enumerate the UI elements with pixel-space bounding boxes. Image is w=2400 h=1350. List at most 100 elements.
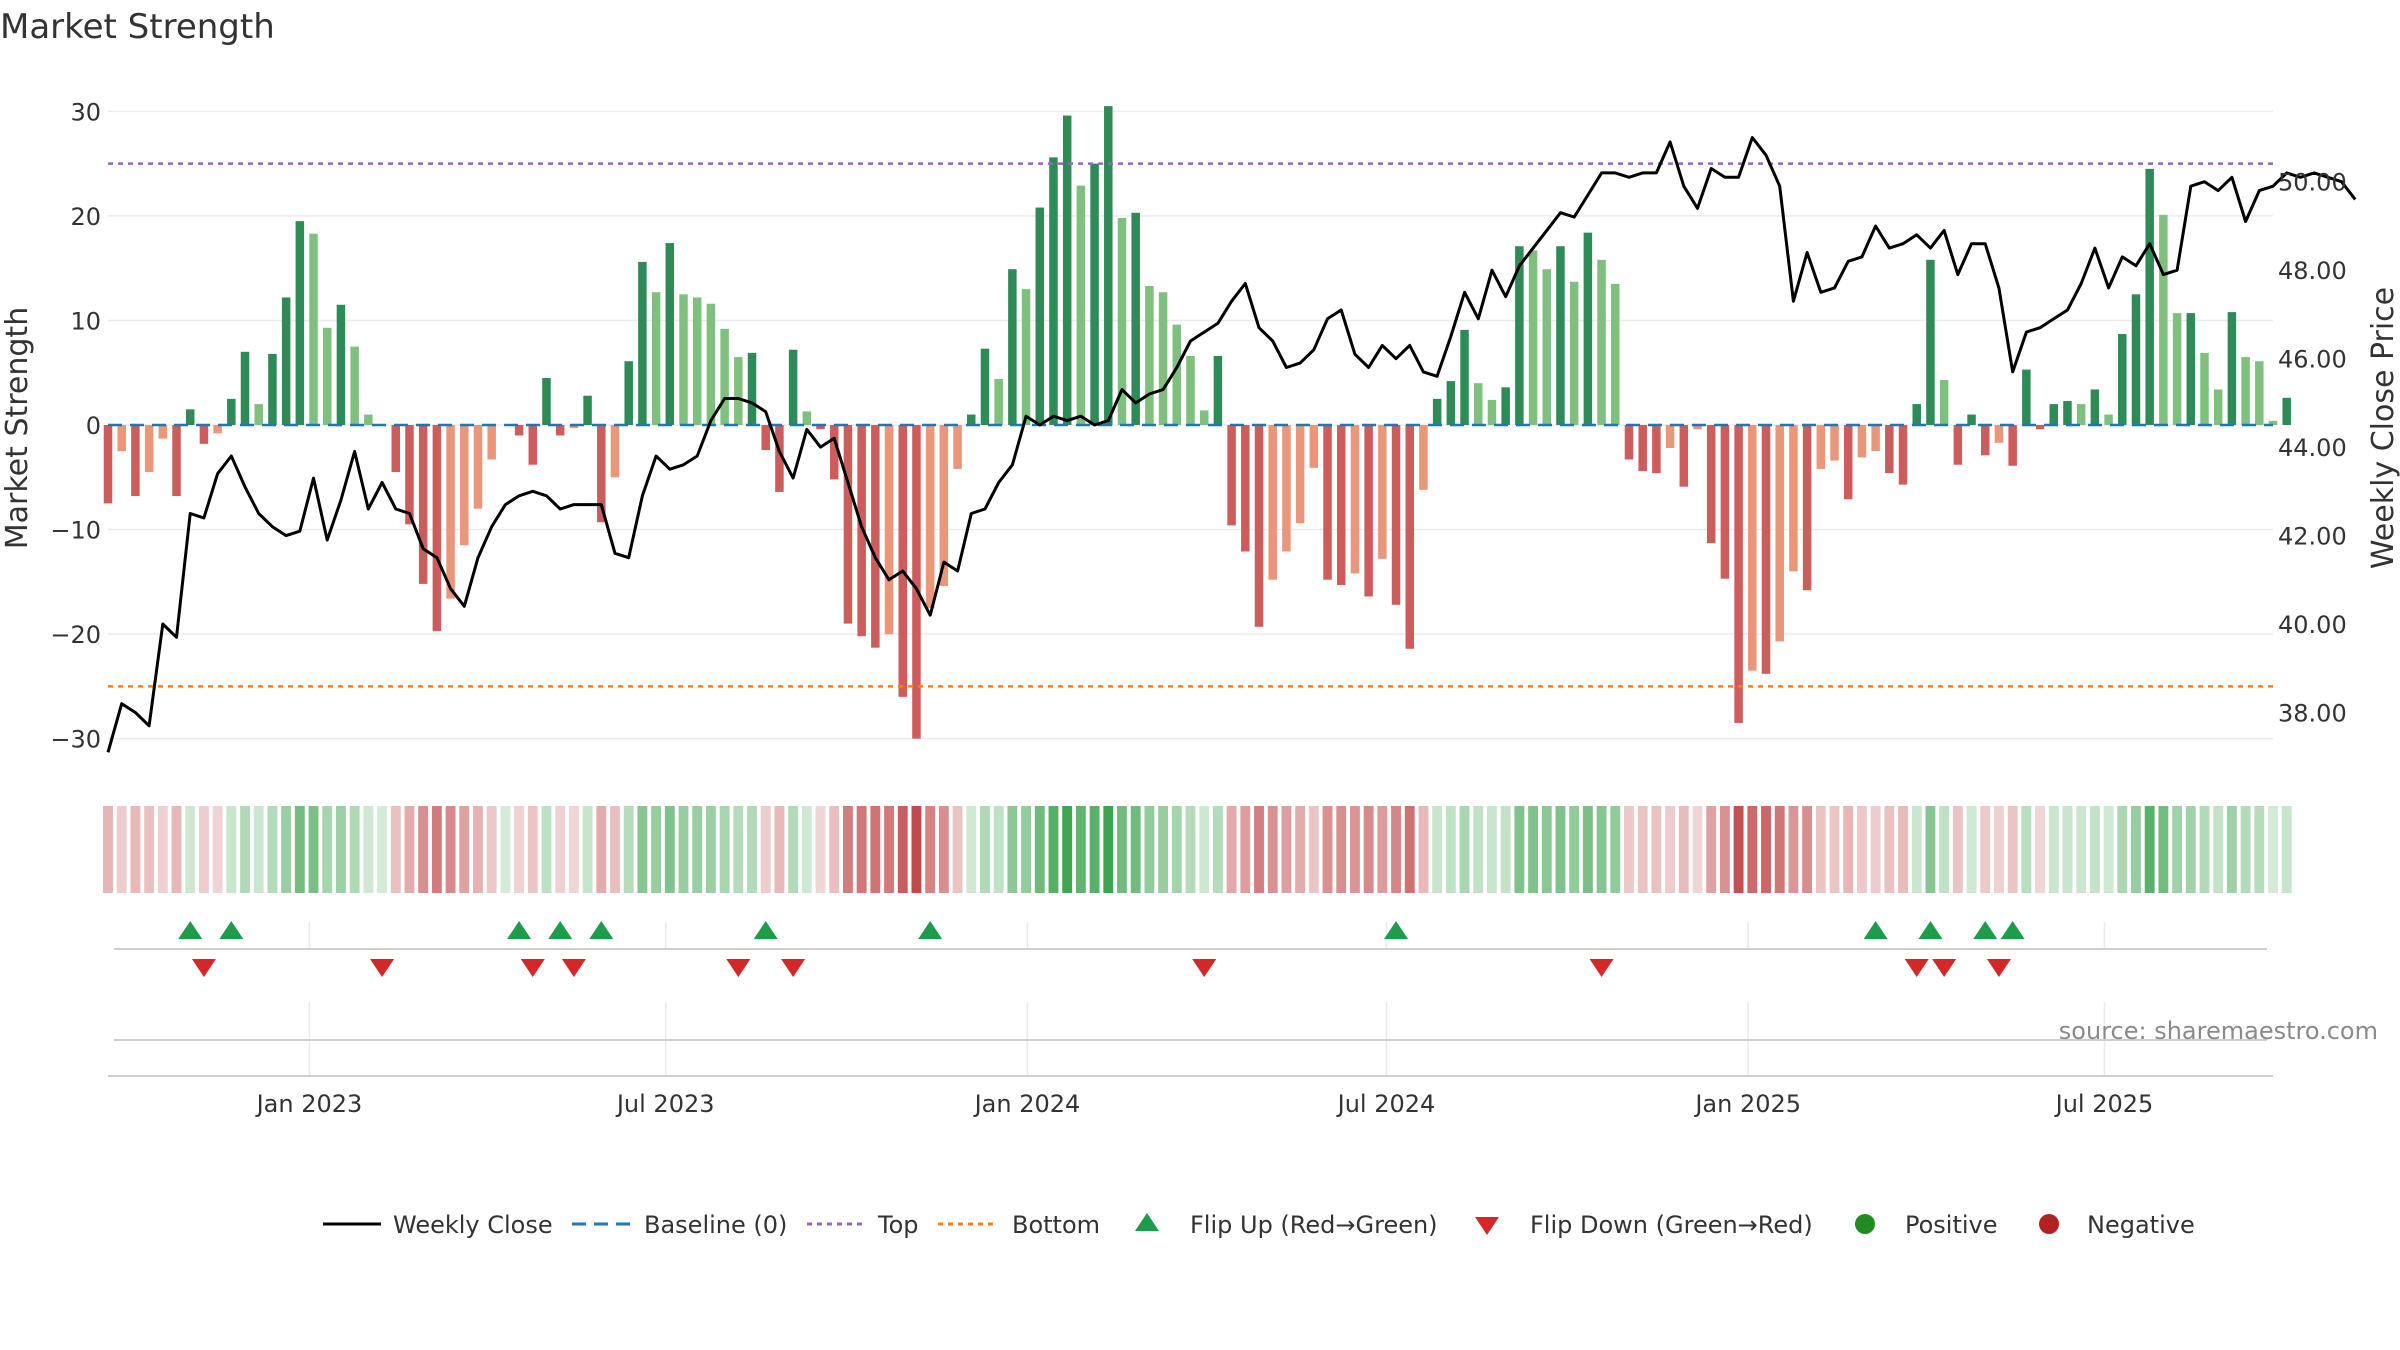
heat-cell <box>582 806 593 893</box>
heat-cell <box>774 806 785 893</box>
strength-bar <box>597 425 606 523</box>
strength-bar <box>2104 414 2113 425</box>
legend-swatch <box>2039 1214 2059 1234</box>
heat-cell <box>1541 806 1552 893</box>
heat-cell <box>1815 806 1826 893</box>
strength-bar <box>1008 269 1017 425</box>
heat-cell <box>185 806 196 893</box>
strength-bar <box>227 398 236 425</box>
flip-down-marker <box>726 959 751 977</box>
strength-bar <box>583 395 592 425</box>
heat-cell <box>2062 806 2073 893</box>
strength-bar <box>2268 420 2278 425</box>
heat-cell <box>664 806 675 893</box>
heat-cell <box>281 806 292 893</box>
heat-cell <box>815 806 826 893</box>
heat-cell <box>678 806 689 893</box>
strength-bar <box>1131 212 1140 425</box>
heat-cell <box>1363 806 1374 893</box>
strength-bar <box>1611 283 1620 425</box>
strength-bar <box>1021 289 1031 425</box>
heat-cell <box>952 806 963 893</box>
strength-bar <box>1734 425 1743 723</box>
strength-bar <box>1282 425 1291 552</box>
strength-bar <box>1706 425 1716 544</box>
heat-cell <box>527 806 538 893</box>
heat-cell <box>308 806 319 893</box>
strength-bar <box>843 425 853 624</box>
strength-bar <box>610 425 620 478</box>
flip-down-marker <box>520 959 545 977</box>
strength-bar <box>1227 425 1236 526</box>
heat-cell <box>1514 806 1525 893</box>
heat-cell <box>1487 806 1497 893</box>
strength-bar <box>103 425 113 504</box>
x-tick-label: Jul 2024 <box>1336 1090 1436 1118</box>
strength-bar <box>692 297 702 425</box>
heat-cell <box>2158 806 2169 893</box>
strength-bar <box>1432 398 1442 425</box>
strength-bar <box>460 425 469 546</box>
x-tick-label: Jan 2024 <box>973 1090 1081 1118</box>
heat-cell <box>610 806 620 893</box>
flip-markers-panel <box>114 921 2267 977</box>
heat-cell <box>226 806 237 893</box>
legend: Weekly Close Baseline (0) Top Bottom Flip Up… <box>323 1211 2195 1239</box>
strength-bar <box>1569 281 1579 425</box>
heat-cell <box>1596 806 1607 893</box>
heat-cell <box>966 806 977 893</box>
flip-up-marker <box>589 921 614 939</box>
y-tick-label: 10 <box>70 307 101 335</box>
heat-cell <box>1528 806 1538 893</box>
heat-cell <box>130 806 141 893</box>
heat-cell <box>1404 806 1415 893</box>
heat-cell <box>2131 806 2141 893</box>
heat-cell <box>993 806 1004 893</box>
strength-bar <box>1117 218 1127 425</box>
heat-cell <box>938 806 949 893</box>
strength-bar <box>2145 168 2154 425</box>
heat-cell <box>1391 806 1401 893</box>
strength-bar <box>350 346 359 425</box>
strength-bar <box>898 425 907 697</box>
heat-cell <box>1610 806 1621 893</box>
strength-bar <box>542 377 551 425</box>
heat-cell <box>144 806 155 893</box>
heat-cell <box>103 806 113 893</box>
heat-cell <box>322 806 333 893</box>
heat-cell <box>541 806 552 893</box>
strength-bar <box>1898 425 1908 485</box>
heat-cell <box>1911 806 1922 893</box>
heat-cell <box>1788 806 1799 893</box>
flip-up-marker <box>548 921 573 939</box>
legend-label: Flip Up (Red→Green) <box>1190 1211 1438 1239</box>
strength-bar <box>1035 207 1045 425</box>
strength-bar <box>199 425 209 444</box>
heat-cell <box>2035 806 2045 893</box>
heat-cell <box>1336 806 1347 893</box>
heat-cell <box>1418 806 1429 893</box>
flip-up-marker <box>753 921 778 939</box>
heat-cell <box>2281 806 2292 893</box>
strength-bar <box>1076 185 1086 425</box>
x-tick-label: Jul 2023 <box>615 1090 715 1118</box>
strength-bar <box>144 425 154 473</box>
heat-cell <box>1774 806 1785 893</box>
heat-cell <box>1939 806 1950 893</box>
heat-cell <box>1761 806 1771 893</box>
heat-cell <box>884 806 894 893</box>
heat-cell <box>1226 806 1237 893</box>
strength-bar <box>1295 425 1305 524</box>
strength-bar <box>213 425 222 434</box>
strength-bar <box>651 292 661 425</box>
strength-bar <box>816 425 825 430</box>
heat-cell <box>1678 806 1689 893</box>
heat-cell <box>1582 806 1593 893</box>
strength-bar <box>117 425 126 452</box>
y-tick-label: 0 <box>86 412 101 440</box>
strength-bar <box>1515 246 1524 425</box>
heat-cell <box>157 806 168 893</box>
heat-cell <box>568 806 579 893</box>
heat-cell <box>486 806 497 893</box>
flip-up-marker <box>918 921 943 939</box>
